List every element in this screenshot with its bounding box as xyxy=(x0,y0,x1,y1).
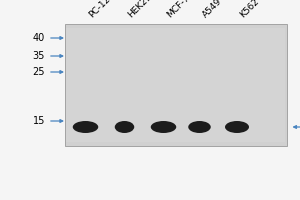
Text: 40: 40 xyxy=(33,33,45,43)
Text: MCF-7: MCF-7 xyxy=(165,0,191,19)
Ellipse shape xyxy=(115,121,134,133)
Ellipse shape xyxy=(151,121,176,133)
Text: 25: 25 xyxy=(32,67,45,77)
Text: K562: K562 xyxy=(238,0,261,19)
Text: HEK293: HEK293 xyxy=(126,0,158,19)
Ellipse shape xyxy=(73,121,98,133)
Text: 15: 15 xyxy=(33,116,45,126)
Bar xyxy=(64,24,286,146)
Text: A549: A549 xyxy=(201,0,224,19)
Text: PC-12: PC-12 xyxy=(87,0,112,19)
Bar xyxy=(66,28,285,142)
Ellipse shape xyxy=(225,121,249,133)
Text: 35: 35 xyxy=(33,51,45,61)
Ellipse shape xyxy=(188,121,211,133)
